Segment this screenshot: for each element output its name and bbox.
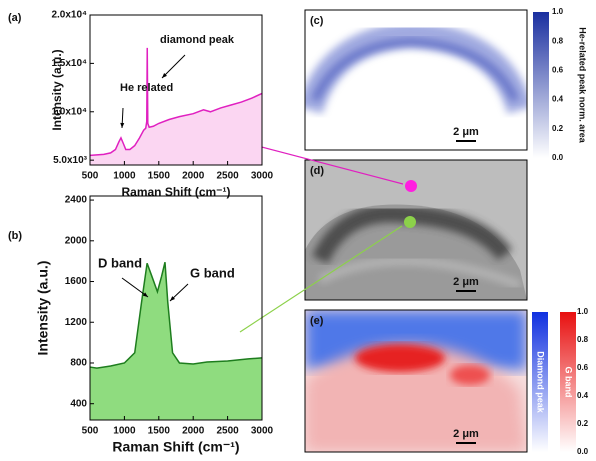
map-frame (304, 159, 528, 301)
marker (404, 216, 416, 228)
x-tick-label: 500 (82, 426, 99, 437)
x-axis-label: Raman Shift (cm⁻¹) (121, 185, 230, 199)
panel-label: (d) (310, 165, 324, 177)
arrow-head (170, 296, 176, 301)
colorbar-tick-label: 1.0 (552, 7, 564, 16)
colorbar (532, 312, 548, 452)
annotation: D band (98, 255, 142, 270)
y-tick-label: 1.5x10⁴ (51, 58, 87, 69)
colorbar-title: He-related peak norm. area (578, 27, 588, 144)
colorbar (533, 12, 549, 158)
y-tick-label: 400 (70, 398, 87, 409)
y-tick-label: 2400 (65, 195, 88, 206)
y-tick-label: 1.0x10⁴ (51, 106, 87, 117)
y-tick-label: 2000 (65, 235, 88, 246)
marker (405, 180, 417, 192)
colorbar-tick-label: 0.4 (552, 95, 564, 104)
x-tick-label: 1500 (148, 171, 171, 182)
annotation-arrow (161, 54, 186, 79)
colorbar-tick-label: 0.0 (577, 447, 589, 456)
map-c (305, 10, 527, 150)
map-frame (304, 309, 528, 453)
annotation-arrow (121, 277, 149, 298)
area (90, 47, 262, 165)
x-tick-label: 3000 (251, 426, 274, 437)
panel-label: (b) (8, 230, 22, 242)
y-tick-label: 5.0x10³ (53, 155, 88, 166)
scale-bar-label: 2 μm (453, 276, 479, 288)
scale-bar-label: 2 μm (453, 126, 479, 138)
x-tick-label: 500 (82, 171, 99, 182)
colorbar-title: G band (564, 367, 574, 398)
connector (239, 225, 403, 333)
line (89, 262, 263, 369)
colorbar-tick-label: 0.2 (577, 419, 589, 428)
annotation: He related (120, 82, 173, 94)
line (89, 47, 263, 157)
annotation: G band (190, 265, 235, 280)
colorbar-tick-label: 0.8 (552, 36, 564, 45)
panel-label: (a) (8, 12, 22, 24)
x-tick-label: 1000 (113, 426, 136, 437)
x-axis-label: Raman Shift (cm⁻¹) (112, 439, 239, 455)
y-axis-label: Intensity (a.u.) (50, 49, 64, 130)
colorbar (560, 312, 576, 452)
colorbar-tick-label: 0.6 (552, 66, 564, 75)
connector (234, 139, 404, 185)
arrow-head (120, 122, 125, 128)
map-e (305, 310, 527, 452)
arrow-head (142, 292, 148, 297)
plot-frame (89, 14, 263, 166)
colorbar-tick-label: 0.8 (577, 335, 589, 344)
colorbar-tick-label: 0.0 (552, 153, 564, 162)
y-tick-label: 2.0x10⁴ (51, 10, 87, 21)
panel-label: (c) (310, 15, 324, 27)
map-frame (304, 9, 528, 151)
x-tick-label: 1000 (113, 171, 136, 182)
annotation: diamond peak (160, 34, 235, 46)
plot-frame (89, 195, 263, 421)
x-tick-label: 1500 (148, 426, 171, 437)
area (90, 262, 262, 420)
colorbar-tick-label: 0.6 (577, 363, 589, 372)
x-tick-label: 2000 (182, 426, 205, 437)
y-axis-label: Intensity (a.u.) (35, 261, 51, 356)
panel-label: (e) (310, 315, 324, 327)
y-tick-label: 1200 (65, 317, 88, 328)
x-tick-label: 2500 (216, 171, 239, 182)
scale-bar-label: 2 μm (453, 428, 479, 440)
y-tick-label: 1600 (65, 276, 88, 287)
y-tick-label: 800 (70, 358, 87, 369)
colorbar-tick-label: 0.4 (577, 391, 589, 400)
x-tick-label: 2500 (216, 426, 239, 437)
colorbar-title: Diamond peak (536, 351, 546, 414)
x-tick-label: 2000 (182, 171, 205, 182)
arrow-head (162, 73, 167, 78)
x-tick-label: 3000 (251, 171, 274, 182)
colorbar-tick-label: 0.2 (552, 124, 564, 133)
map-d (305, 160, 527, 300)
colorbar-tick-label: 1.0 (577, 307, 589, 316)
